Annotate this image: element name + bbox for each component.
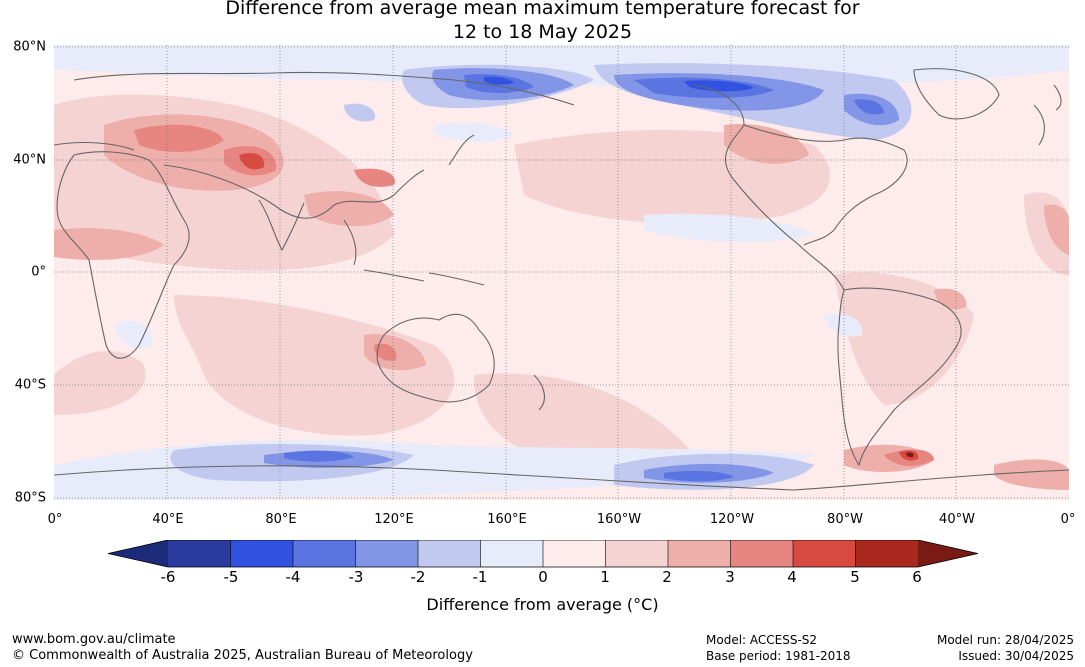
lat-label-40s: 40°S — [14, 377, 46, 393]
colorbar-segment — [480, 540, 543, 567]
colorbar-tick: -6 — [160, 568, 176, 586]
colorbar-segment — [668, 540, 731, 567]
lat-label-0: 0° — [31, 264, 46, 280]
forecast-map — [54, 45, 1069, 500]
colorbar-tick: 6 — [912, 568, 922, 586]
colorbar-tick: 1 — [600, 568, 610, 586]
colorbar-tick: 0 — [538, 568, 548, 586]
lon-label-0-right: 0° — [1060, 512, 1076, 527]
colorbar-tick: -5 — [223, 568, 239, 586]
footer-base-period: Base period: 1981-2018 — [706, 649, 851, 663]
lon-label-160e: 160°E — [487, 512, 527, 527]
colorbar-segment — [230, 540, 293, 567]
colorbar-tick: 5 — [850, 568, 860, 586]
lat-label-80n: 80°N — [13, 39, 46, 55]
colorbar-segment — [793, 540, 856, 567]
colorbar-segment — [543, 540, 606, 567]
footer-model-run: Model run: 28/04/2025 — [936, 633, 1074, 647]
colorbar-min-extension — [108, 540, 168, 567]
lon-label-160w: 160°W — [596, 512, 642, 527]
colorbar-tick: -2 — [410, 568, 426, 586]
lon-label-80e: 80°E — [265, 512, 297, 527]
footer-copyright: © Commonwealth of Australia 2025, Austra… — [12, 648, 473, 663]
graticule — [54, 45, 1069, 500]
colorbar-caption: Difference from average (°C) — [426, 595, 659, 614]
colorbar-tick: -4 — [285, 568, 301, 586]
colorbar-segment — [168, 540, 231, 567]
colorbar-segment — [855, 540, 918, 567]
lon-label-0: 0° — [47, 512, 63, 527]
chart-title: Difference from average mean maximum tem… — [0, 0, 1085, 44]
lon-label-40w: 40°W — [939, 512, 975, 527]
lon-label-120w: 120°W — [709, 512, 755, 527]
colorbar — [108, 540, 978, 568]
anomaly-plus-3-4 — [134, 124, 934, 467]
title-line-2: 12 to 18 May 2025 — [452, 21, 633, 43]
colorbar-tick: 2 — [662, 568, 672, 586]
colorbar-tick: 4 — [787, 568, 797, 586]
colorbar-segment — [605, 540, 668, 567]
lat-label-40n: 40°N — [13, 152, 46, 168]
lon-label-40e: 40°E — [152, 512, 184, 527]
colorbar-segment — [355, 540, 418, 567]
colorbar-tick: 3 — [725, 568, 735, 586]
colorbar-segment — [418, 540, 481, 567]
colorbar-tick: -1 — [472, 568, 488, 586]
anomaly-minus-5-4 — [484, 76, 754, 92]
footer-url: www.bom.gov.au/climate — [12, 632, 176, 647]
lon-label-120e: 120°E — [374, 512, 414, 527]
lat-label-80s: 80°S — [14, 490, 46, 506]
footer-model: Model: ACCESS-S2 — [706, 633, 818, 647]
anomaly-max-spot — [906, 452, 914, 458]
colorbar-segment — [293, 540, 356, 567]
title-line-1: Difference from average mean maximum tem… — [225, 0, 860, 19]
colorbar-max-extension — [918, 540, 978, 567]
colorbar-outline — [108, 540, 978, 568]
lon-label-80w: 80°W — [827, 512, 863, 527]
colorbar-segment — [730, 540, 793, 567]
footer-issued: Issued: 30/04/2025 — [958, 649, 1074, 663]
colorbar-tick: -3 — [348, 568, 364, 586]
coastlines — [54, 68, 1069, 491]
